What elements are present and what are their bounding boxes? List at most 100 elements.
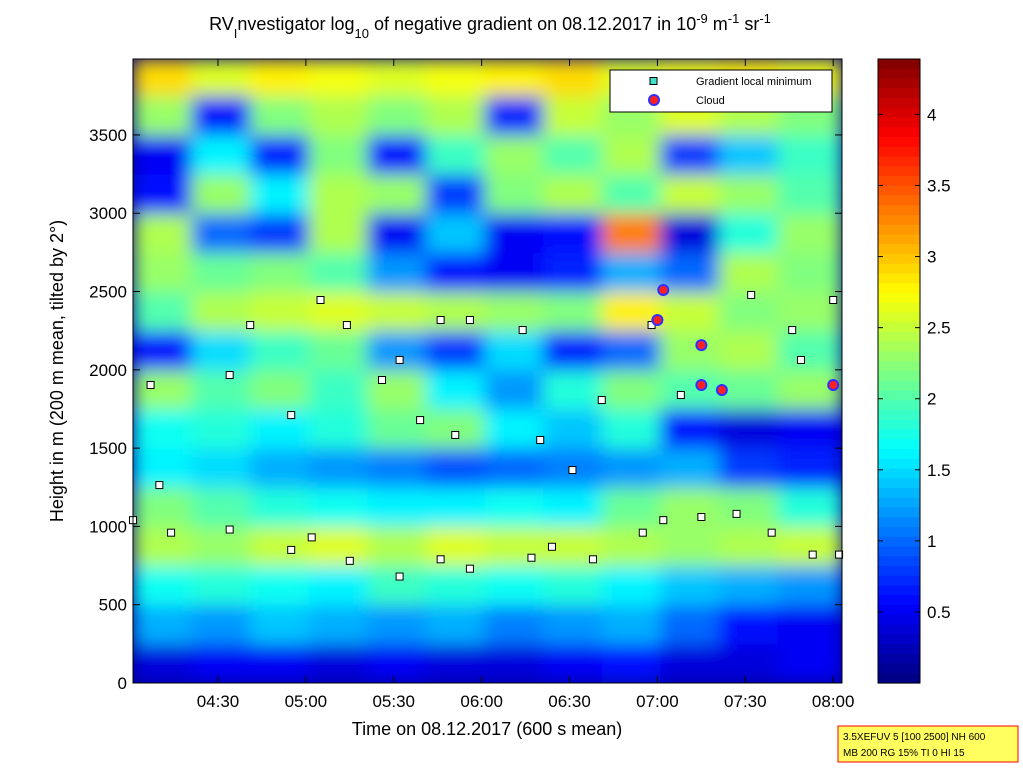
colorbar-tick-label: 1.5 [927, 461, 951, 480]
gradient-minimum-point [835, 550, 844, 559]
x-tick-label: 04:30 [197, 692, 240, 711]
heatmap-cell [191, 369, 251, 410]
heatmap-cell [660, 487, 720, 527]
heatmap-cell [425, 448, 486, 488]
heatmap-cell [133, 213, 193, 253]
heatmap-cell [601, 408, 661, 449]
heatmap-cell [601, 604, 661, 645]
info-line: 3.5XEFUV 5 [100 2500] NH 600 [843, 732, 986, 743]
colorbar-segment [878, 156, 920, 167]
gradient-minimum-point [345, 556, 354, 565]
heatmap-cell [777, 134, 842, 175]
heatmap-cell [308, 604, 368, 645]
heatmap-cell [718, 643, 779, 683]
heatmap-cell [308, 252, 368, 293]
colorbar-segment [878, 673, 920, 684]
heatmap-cell [191, 59, 251, 97]
legend-marker [649, 77, 658, 85]
gradient-minimum-point [416, 416, 425, 425]
colorbar-segment [878, 400, 920, 411]
gradient-minimum-point [527, 553, 536, 562]
heatmap-cell [660, 291, 720, 332]
heatmap-cell [718, 174, 779, 214]
heatmap-cell [191, 643, 251, 683]
gradient-minimum-point [829, 295, 838, 304]
gradient-minimum-point [287, 411, 296, 420]
title-part: sr [739, 14, 759, 34]
gradient-minimum-point [155, 481, 164, 490]
colorbar-tick-label: 2 [927, 390, 936, 409]
heatmap-cell [250, 408, 310, 449]
heatmap-cell [367, 252, 427, 293]
cloud-point [651, 314, 664, 327]
colorbar-segment [878, 390, 920, 401]
colorbar-segment [878, 507, 920, 518]
title-part: m [708, 14, 728, 34]
gradient-minimum-point [697, 513, 706, 522]
heatmap-cell [250, 369, 310, 410]
heatmap-cell [484, 604, 544, 645]
heatmap-cell [367, 174, 427, 214]
gradient-minimum-point [796, 355, 805, 364]
gradient-minimum-point [788, 326, 797, 335]
cloud-point [715, 384, 728, 397]
y-axis-label: Height in m (200 m mean, tilted by 2°) [47, 220, 67, 522]
colorbar-segment [878, 624, 920, 635]
chart-title: RVInvestigator log10 of negative gradien… [209, 11, 771, 41]
heatmap-cells [133, 59, 842, 683]
heatmap-cell [660, 526, 720, 567]
heatmap-cell [367, 526, 427, 567]
info-line: MB 200 RG 15% TI 0 HI 15 [843, 748, 965, 759]
colorbar-segment [878, 595, 920, 606]
colorbar-segment [878, 634, 920, 645]
gradient-minimum-point [307, 533, 316, 542]
colorbar-segment [878, 107, 920, 119]
colorbar-segment [878, 59, 920, 70]
heatmap-cell [425, 291, 486, 332]
heatmap-cell [601, 174, 661, 214]
heatmap-cell [308, 330, 368, 371]
y-tick-label: 1000 [89, 517, 127, 536]
heatmap-cell [425, 565, 486, 606]
heatmap-cell [601, 448, 661, 488]
cloud-point [657, 283, 670, 296]
heatmap-cell [425, 59, 486, 97]
heatmap-cell [484, 291, 544, 332]
colorbar-segment [878, 429, 920, 440]
gradient-minimum-point [808, 550, 817, 559]
heatmap-cell [191, 291, 251, 332]
heatmap-cell [367, 369, 427, 410]
x-tick-label: 08:00 [812, 692, 855, 711]
heatmap-cell [777, 408, 842, 449]
heatmap-cell [133, 369, 193, 410]
heatmap-cell [425, 408, 486, 449]
colorbar-segment [878, 244, 920, 255]
heatmap-cell [543, 330, 603, 371]
heatmap-cell [308, 59, 368, 97]
colorbar-segment [878, 653, 920, 665]
heatmap-cell [777, 526, 842, 567]
colorbar-segment [878, 254, 920, 265]
heatmap-cell [601, 526, 661, 567]
heatmap-cell [660, 604, 720, 645]
heatmap-cell [250, 565, 310, 606]
colorbar-segment [878, 566, 920, 577]
heatmap [133, 59, 842, 683]
colorbar-segment [878, 234, 920, 245]
heatmap-cell [133, 134, 193, 175]
heatmap-cell [484, 448, 544, 488]
gradient-minimum-point [547, 542, 556, 551]
gradient-minimum-point [246, 321, 255, 330]
colorbar-segment [878, 546, 920, 557]
heatmap-cell [133, 330, 193, 371]
colorbar-segment [878, 146, 920, 158]
colorbar-segment [878, 195, 920, 206]
heatmap-cell [484, 252, 544, 293]
gradient-minimum-point [146, 381, 155, 390]
gradient-minimum-point [395, 355, 404, 364]
heatmap-cell [191, 565, 251, 606]
heatmap-cell [718, 213, 779, 253]
heatmap-cell [660, 252, 720, 293]
heatmap-cell [133, 643, 193, 683]
